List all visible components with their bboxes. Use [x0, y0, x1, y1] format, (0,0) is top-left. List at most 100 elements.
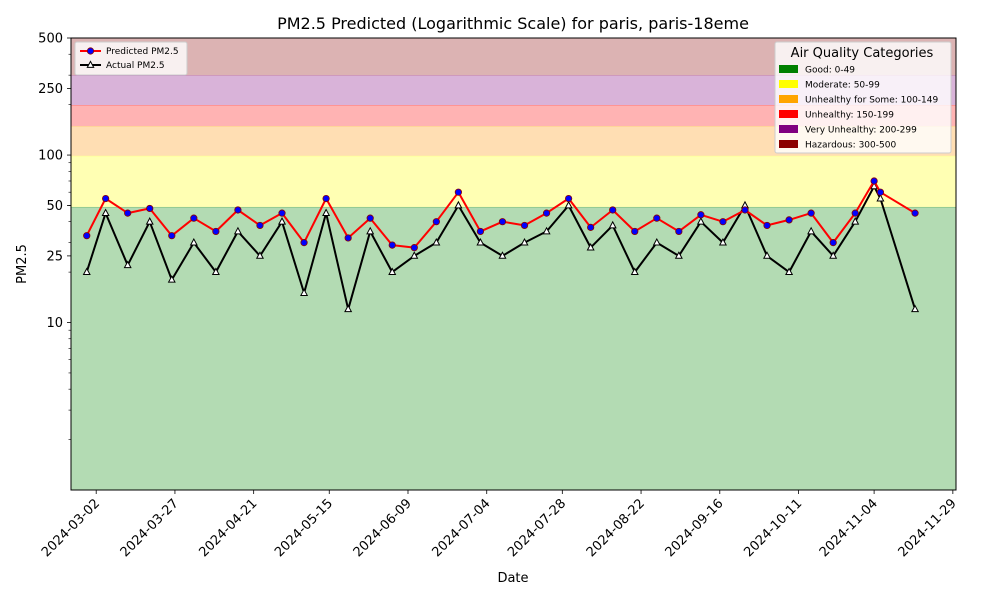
actual-point: [630, 267, 639, 276]
legend-label: Predicted PM2.5: [106, 47, 179, 57]
predicted-point: [870, 177, 878, 185]
predicted-point: [587, 223, 595, 231]
x-axis: 2024-03-02 2024-03-27 2024-04-21 2024-05-15…: [39, 490, 960, 560]
x-tick-label: 2024-04-21: [196, 496, 260, 560]
x-tick-label: 2024-07-28: [505, 496, 569, 560]
predicted-point: [719, 218, 727, 226]
category-swatch: [779, 65, 798, 73]
predicted-point: [168, 232, 176, 240]
category-label: Unhealthy for Some: 100-149: [805, 96, 938, 106]
legend-marker: [86, 60, 95, 68]
categories-legend-title: Air Quality Categories: [791, 46, 934, 61]
legend-box: [74, 41, 188, 76]
category-label: Very Unhealthy: 200-299: [805, 126, 917, 136]
x-tick-label: 2024-11-04: [817, 496, 881, 560]
actual-point: [211, 267, 220, 276]
actual-point: [785, 267, 794, 276]
y-tick-label: 250: [38, 82, 63, 97]
actual-point: [674, 251, 683, 259]
predicted-point: [234, 206, 242, 214]
category-swatch: [779, 80, 798, 88]
predicted-point: [498, 218, 507, 226]
category-swatch: [779, 125, 798, 133]
actual-point: [911, 304, 920, 313]
category-swatch: [779, 95, 798, 103]
actual-point: [123, 260, 132, 269]
plot-area: [70, 37, 957, 491]
actual-point: [762, 251, 772, 259]
actual-point: [410, 251, 419, 259]
series-layer: [82, 177, 920, 313]
actual-point: [344, 304, 353, 313]
y-tick-label: 500: [38, 32, 63, 47]
predicted-point: [653, 214, 661, 222]
actual-point: [542, 226, 551, 235]
category-band-1: [71, 155, 956, 207]
predicted-point: [807, 209, 815, 217]
actual-point: [876, 193, 885, 202]
predicted-point: [829, 239, 837, 247]
actual-point: [366, 226, 375, 235]
predicted-point: [344, 234, 352, 242]
chart-title: PM2.5 Predicted (Logarithmic Scale) for …: [277, 14, 749, 33]
predicted-point: [366, 214, 374, 222]
series-legend: Predicted PM2.5 Actual PM2.5: [74, 41, 188, 76]
actual-point: [807, 226, 816, 235]
predicted-point: [256, 221, 264, 230]
y-tick-label: 25: [46, 249, 63, 264]
predicted-point: [911, 209, 919, 217]
predicted-point: [565, 194, 573, 203]
actual-point: [167, 275, 176, 283]
categories-legend-box: [774, 41, 952, 154]
x-tick-label: 2024-09-16: [663, 496, 727, 560]
predicted-point: [102, 194, 110, 203]
predicted-point: [388, 241, 396, 249]
y-tick-label: 100: [38, 149, 63, 164]
category-swatch: [779, 140, 798, 148]
predicted-point: [432, 218, 440, 226]
predicted-point: [322, 194, 330, 203]
category-label: Unhealthy: 150-199: [805, 111, 894, 121]
x-tick-label: 2024-06-09: [351, 496, 415, 560]
predicted-point: [300, 239, 308, 247]
predicted-point: [741, 206, 749, 214]
x-tick-label: 2024-05-15: [272, 496, 336, 560]
actual-point: [498, 251, 507, 259]
actual-point: [608, 220, 617, 229]
y-axis: 10 25 50 100 250 500: [38, 32, 71, 440]
actual-point: [476, 237, 485, 246]
categories-legend: Air Quality Categories Good: 0-49 Moderate…: [774, 41, 952, 154]
predicted-point: [410, 244, 418, 252]
legend-marker: [86, 47, 95, 55]
category-swatch: [779, 110, 798, 118]
x-tick-label: 2024-10-11: [741, 496, 805, 560]
x-tick-label: 2024-11-29: [896, 496, 960, 560]
actual-point: [82, 267, 91, 276]
predicted-point: [476, 227, 485, 236]
actual-point: [652, 237, 661, 246]
category-band-0: [71, 206, 956, 490]
predicted-point: [876, 188, 885, 196]
x-tick-label: 2024-07-04: [430, 496, 494, 560]
actual-point: [696, 217, 705, 225]
category-label: Hazardous: 300-500: [805, 141, 896, 151]
actual-point: [101, 208, 110, 217]
actual-point: [255, 251, 265, 259]
predicted-point: [785, 216, 793, 224]
predicted-point: [675, 227, 683, 236]
x-axis-label: Date: [497, 571, 528, 586]
predicted-point: [454, 188, 462, 196]
predicted-point: [631, 227, 639, 236]
x-tick-label: 2024-03-02: [39, 496, 103, 560]
y-tick-label: 10: [46, 316, 63, 331]
actual-point: [322, 208, 331, 217]
actual-point: [189, 237, 198, 246]
actual-point: [564, 200, 573, 209]
legend-label: Actual PM2.5: [106, 61, 165, 71]
x-tick-label: 2024-08-22: [584, 496, 648, 560]
actual-point: [718, 237, 727, 246]
actual-point: [145, 217, 154, 225]
actual-point: [233, 226, 242, 235]
predicted-point: [278, 209, 286, 217]
